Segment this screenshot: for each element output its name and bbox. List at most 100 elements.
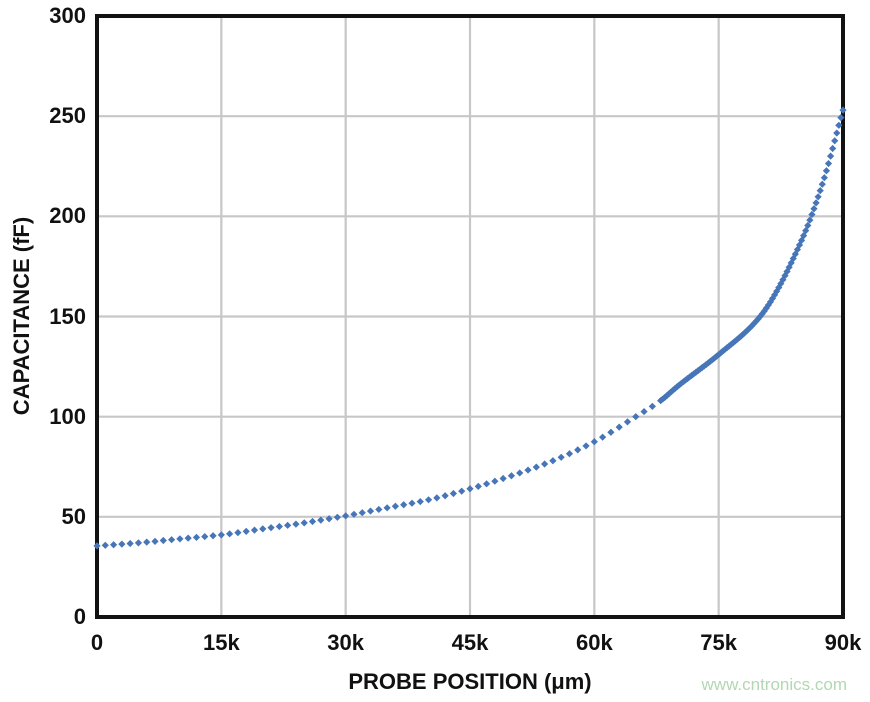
data-point-marker (690, 370, 698, 378)
data-point-marker (184, 534, 192, 542)
data-point-marker (159, 536, 167, 545)
data-point-marker (491, 477, 499, 485)
data-point-marker (744, 326, 752, 334)
data-point-marker (375, 505, 383, 514)
data-point-marker (692, 368, 700, 376)
data-point-marker (541, 460, 549, 468)
data-point-marker (719, 347, 727, 355)
data-point-marker (694, 367, 702, 375)
data-point-marker (623, 418, 632, 426)
data-point-marker (640, 407, 648, 416)
data-point-marker (675, 381, 683, 389)
data-point-marker (826, 152, 835, 160)
data-point-marker (779, 276, 787, 284)
data-point-marker (785, 263, 793, 271)
data-point-marker (482, 480, 491, 488)
data-point-marker (416, 497, 424, 506)
data-point-marker (766, 298, 775, 306)
data-point-marker (134, 539, 143, 547)
data-point-marker (661, 393, 669, 401)
data-point-marker (762, 304, 770, 312)
data-point-marker (366, 507, 375, 515)
data-point-marker (151, 537, 159, 545)
data-point-marker (333, 513, 341, 521)
data-point-marker (822, 167, 831, 175)
data-point-marker (663, 391, 671, 400)
data-point-marker (706, 357, 714, 365)
data-point-marker (632, 413, 640, 421)
data-point-marker (704, 359, 712, 367)
data-point-marker (824, 159, 833, 168)
data-point-marker (93, 542, 101, 550)
data-point-marker (342, 512, 350, 520)
data-point-marker (400, 501, 408, 509)
x-tick-label: 15k (202, 630, 240, 655)
data-point-marker (696, 365, 704, 373)
data-point-marker (325, 515, 333, 523)
data-point-marker (168, 536, 176, 544)
data-point-marker (300, 519, 308, 527)
data-point-marker (698, 364, 706, 372)
data-point-marker (833, 129, 841, 137)
data-point-marker (358, 509, 366, 517)
data-point-marker (750, 320, 758, 328)
data-point-marker (818, 180, 826, 188)
data-point-marker (727, 340, 735, 349)
data-point-marker (507, 472, 516, 480)
data-point-marker (458, 487, 466, 495)
data-point-marker (259, 525, 267, 533)
data-point-marker (599, 433, 607, 441)
data-point-marker (474, 482, 482, 490)
data-point-marker (317, 516, 325, 524)
data-point-marker (756, 312, 764, 321)
data-point-marker (677, 379, 685, 387)
data-point-marker (350, 510, 358, 518)
data-point-marker (739, 330, 748, 338)
data-point-marker (424, 496, 433, 504)
data-point-marker (101, 541, 109, 549)
data-point-marker (433, 494, 441, 502)
y-tick-label: 250 (49, 103, 86, 129)
data-point-marker (829, 144, 837, 153)
data-point-marker (814, 193, 822, 201)
data-point-marker (797, 236, 806, 244)
data-point-marker (768, 294, 777, 303)
data-point-marker (201, 532, 209, 541)
data-point-marker (742, 328, 750, 336)
data-point-marker (516, 469, 524, 477)
data-point-marker (557, 453, 565, 461)
data-point-marker (118, 540, 126, 548)
data-point-marker (712, 352, 721, 360)
y-tick-label: 200 (49, 203, 86, 229)
data-point-marker (771, 291, 779, 299)
y-tick-label: 0 (73, 604, 86, 629)
data-point-marker (773, 287, 781, 295)
data-point-marker (802, 227, 810, 235)
data-point-marker (681, 376, 690, 384)
data-point-marker (126, 539, 134, 548)
data-point-marker (565, 450, 574, 458)
data-point-marker (615, 423, 623, 431)
watermark: www.cntronics.com (701, 675, 847, 694)
data-point-marker (812, 199, 820, 207)
x-tick-label: 30k (327, 630, 365, 655)
data-point-marker (775, 283, 783, 292)
data-point-marker (783, 267, 791, 276)
data-point-marker (781, 272, 789, 280)
data-point-marker (648, 402, 656, 410)
data-point-marker (791, 250, 799, 258)
data-point-marker (383, 504, 391, 512)
data-point-marker (590, 438, 598, 446)
data-point-marker (582, 442, 590, 450)
data-point-marker (284, 521, 292, 529)
data-point-marker (308, 517, 317, 526)
data-point-marker (837, 114, 845, 122)
data-point-marker (441, 492, 449, 500)
x-tick-label: 60k (575, 630, 613, 655)
data-point-marker (816, 187, 824, 195)
data-point-marker (217, 531, 225, 539)
data-point-marker (748, 322, 756, 330)
data-point-marker (234, 529, 242, 537)
